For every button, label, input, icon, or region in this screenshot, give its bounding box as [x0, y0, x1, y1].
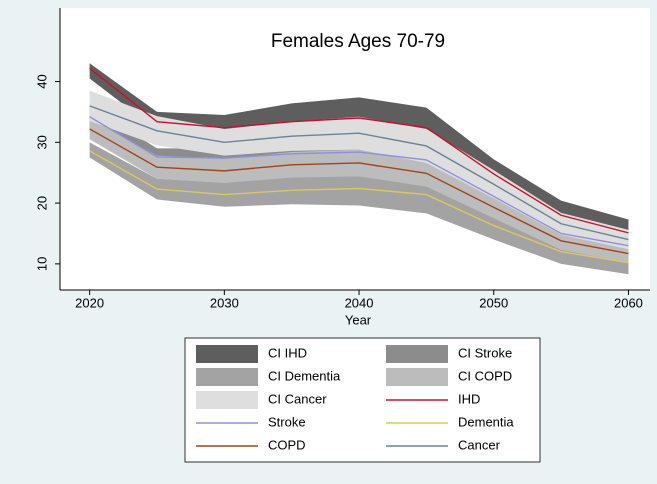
legend-label: Cancer — [458, 437, 501, 452]
legend-label: CI COPD — [458, 368, 512, 383]
legend-label: Stroke — [268, 414, 306, 429]
line — [89, 116, 629, 247]
legend-swatch — [196, 368, 258, 386]
legend-label: Dementia — [458, 414, 514, 429]
line — [89, 105, 629, 241]
line — [89, 128, 629, 255]
legend-swatch — [196, 345, 258, 363]
legend-swatch — [196, 391, 258, 409]
ci-band — [89, 118, 629, 263]
y-tick-label: 40 — [34, 74, 49, 88]
legend-label: CI Cancer — [268, 391, 327, 406]
ci-band — [89, 142, 629, 275]
x-tick-label: 2030 — [210, 295, 239, 310]
y-tick-label: 30 — [34, 135, 49, 149]
x-axis-label: Year — [345, 312, 372, 327]
legend-label: COPD — [268, 437, 306, 452]
ci-band — [89, 90, 629, 250]
line — [89, 150, 629, 264]
x-tick-label: 2040 — [345, 295, 374, 310]
y-tick-label: 20 — [34, 196, 49, 210]
legend-label: CI Dementia — [268, 368, 341, 383]
line — [89, 67, 629, 234]
legend-swatch — [386, 345, 448, 363]
legend-label: IHD — [458, 391, 480, 406]
x-tick-label: 2050 — [479, 295, 508, 310]
legend-label: CI Stroke — [458, 345, 512, 360]
x-tick-label: 2020 — [75, 295, 104, 310]
y-tick-label: 10 — [34, 257, 49, 271]
x-tick-label: 2060 — [614, 295, 643, 310]
legend-label: CI IHD — [268, 345, 307, 360]
legend-swatch — [386, 368, 448, 386]
chart-title: Females Ages 70-79 — [271, 31, 445, 52]
